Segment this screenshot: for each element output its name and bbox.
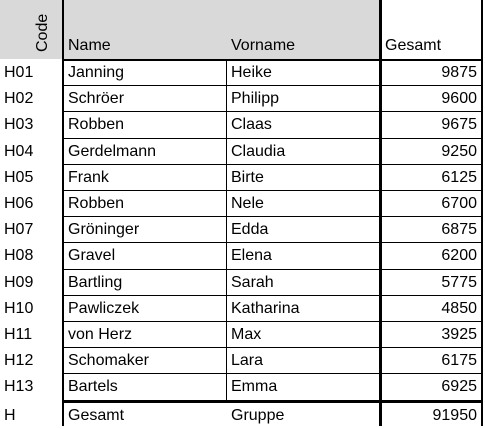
gesamt-cell[interactable]: 6925 xyxy=(441,378,477,396)
gesamt-cell[interactable]: 9875 xyxy=(441,64,477,81)
gesamt-cell[interactable]: 6125 xyxy=(441,168,477,186)
name-header-cell[interactable]: Name xyxy=(68,37,111,54)
gesamt-cell[interactable]: 6700 xyxy=(441,195,477,212)
row-divider xyxy=(62,138,483,139)
vorname-cell[interactable]: Edda xyxy=(231,221,269,239)
code-cell[interactable]: H13 xyxy=(4,378,34,396)
gesamt-cell[interactable]: 6875 xyxy=(441,221,477,239)
code-header-cell[interactable]: Code xyxy=(0,0,62,59)
row-divider xyxy=(62,269,483,270)
gridline-header-bottom xyxy=(62,59,483,61)
vorname-cell[interactable]: Claudia xyxy=(231,142,286,160)
vorname-cell[interactable]: Heike xyxy=(231,64,272,81)
row-divider xyxy=(62,347,483,348)
name-cell[interactable]: Robben xyxy=(68,195,125,212)
name-cell[interactable]: Frank xyxy=(68,168,109,186)
vorname-cell[interactable]: Nele xyxy=(231,195,264,212)
total-vorname-cell[interactable]: Gruppe xyxy=(231,406,285,424)
total-code-cell[interactable]: H xyxy=(4,406,16,424)
code-cell[interactable]: H08 xyxy=(4,247,34,265)
gesamt-cell[interactable]: 9600 xyxy=(441,90,477,108)
name-cell[interactable]: Janning xyxy=(68,64,125,81)
vorname-cell[interactable]: Max xyxy=(231,326,262,343)
code-cell[interactable]: H01 xyxy=(4,64,34,81)
vorname-cell[interactable]: Philipp xyxy=(231,90,280,108)
gesamt-header-bg xyxy=(381,0,481,59)
total-name-cell[interactable]: Gesamt xyxy=(68,406,125,424)
gesamt-cell[interactable]: 5775 xyxy=(441,273,477,291)
row-divider xyxy=(62,190,483,191)
vorname-cell[interactable]: Birte xyxy=(231,168,264,186)
row-divider xyxy=(62,400,483,401)
row-divider xyxy=(62,295,483,296)
name-cell[interactable]: Bartels xyxy=(68,378,118,396)
row-divider xyxy=(62,111,483,112)
row-divider xyxy=(62,373,483,374)
vorname-cell[interactable]: Elena xyxy=(231,247,272,265)
gesamt-header-cell-label: Gesamt xyxy=(385,37,442,54)
code-cell[interactable]: H04 xyxy=(4,142,34,160)
total-gesamt-cell[interactable]: 91950 xyxy=(432,406,478,424)
gesamt-cell[interactable]: 4850 xyxy=(441,299,477,317)
gridline-vorname xyxy=(379,0,382,426)
vorname-cell[interactable]: Lara xyxy=(231,352,264,370)
row-divider xyxy=(62,242,483,243)
gesamt-cell[interactable]: 6200 xyxy=(441,247,477,265)
name-cell[interactable]: Gerdelmann xyxy=(68,142,157,160)
code-cell[interactable]: H07 xyxy=(4,221,34,239)
code-cell[interactable]: H02 xyxy=(4,90,34,108)
row-divider xyxy=(62,85,483,86)
code-cell[interactable]: H10 xyxy=(4,299,34,317)
code-cell[interactable]: H06 xyxy=(4,195,34,212)
name-cell[interactable]: Gröninger xyxy=(68,221,140,239)
vorname-header-cell[interactable]: Vorname xyxy=(231,37,296,54)
code-cell[interactable]: H05 xyxy=(4,168,34,186)
name-cell[interactable]: Pawliczek xyxy=(68,299,140,317)
vorname-cell[interactable]: Sarah xyxy=(231,273,274,291)
row-divider xyxy=(62,216,483,217)
gridline-code xyxy=(62,0,64,426)
name-cell[interactable]: von Herz xyxy=(68,326,133,343)
name-cell[interactable]: Schröer xyxy=(68,90,125,108)
name-cell[interactable]: Gravel xyxy=(68,247,116,265)
gesamt-cell[interactable]: 3925 xyxy=(441,326,477,343)
row-divider xyxy=(62,164,483,165)
code-cell[interactable]: H03 xyxy=(4,116,34,134)
gesamt-cell[interactable]: 6175 xyxy=(441,352,477,370)
vorname-cell[interactable]: Claas xyxy=(231,116,272,134)
name-cell[interactable]: Schomaker xyxy=(68,352,149,370)
gridline-name xyxy=(226,59,227,402)
row-divider xyxy=(62,321,483,322)
vorname-cell[interactable]: Emma xyxy=(231,378,278,396)
total-divider xyxy=(62,401,483,403)
code-cell[interactable]: H09 xyxy=(4,273,34,291)
code-cell[interactable]: H11 xyxy=(4,326,33,343)
gesamt-cell[interactable]: 9250 xyxy=(441,142,477,160)
code-header-label: Code xyxy=(34,13,51,52)
gridline-right xyxy=(481,0,483,426)
name-cell[interactable]: Bartling xyxy=(68,273,123,291)
gesamt-cell[interactable]: 9675 xyxy=(441,116,477,134)
name-cell[interactable]: Robben xyxy=(68,116,125,134)
vorname-cell[interactable]: Katharina xyxy=(231,299,300,317)
code-cell[interactable]: H12 xyxy=(4,352,34,370)
